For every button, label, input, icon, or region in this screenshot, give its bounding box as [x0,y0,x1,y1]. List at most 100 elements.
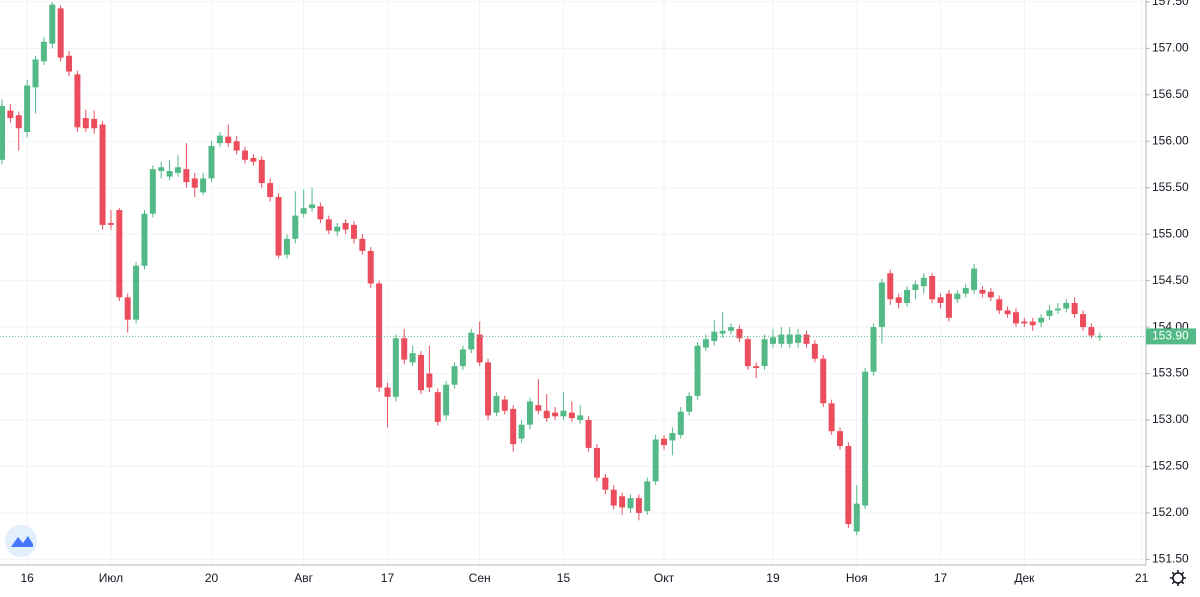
candles [0,1,1146,536]
candle-body [124,297,131,320]
candle-body [250,157,257,162]
candle-body [149,169,156,214]
candle-body [719,330,726,334]
candle-body [627,498,634,509]
candle-body [183,169,190,183]
candle-body [401,338,408,360]
candle-body [325,219,332,231]
candle-body [57,8,64,58]
candle-body [91,118,98,129]
candle-body [954,293,961,300]
candle-body [350,224,357,239]
candle-body [543,410,550,419]
candle-body [418,354,424,391]
candle-body [1054,308,1061,311]
candle-body [845,446,852,525]
candle-body [870,327,877,372]
candle-body [493,395,500,413]
candle-body [32,59,39,88]
candle-body [904,289,911,303]
y-tick-label: 154.50 [1152,273,1189,287]
logo-shape [11,536,33,547]
candle-body [300,208,307,214]
candle-body [778,334,785,344]
candle-body [795,334,802,343]
candle-body [1021,321,1028,324]
candle-body [1046,310,1053,316]
candle-body [15,115,22,129]
candle-body [585,420,592,448]
candle-body [141,213,148,266]
candle-body [434,392,441,422]
candle-body [895,297,902,303]
candle-body [786,334,793,344]
candle-body [962,288,969,294]
candle-body [82,118,89,129]
candle-body [644,481,651,512]
candle-body [158,167,165,171]
candle-body [853,503,860,532]
x-tick-label: 20 [205,571,219,585]
x-tick-label: 21 [1135,571,1149,585]
y-tick-label: 153.50 [1152,366,1189,380]
last-price-box [1146,328,1196,345]
candle-body [828,403,835,432]
candle-body [920,277,927,287]
candle-body [912,284,919,290]
candle-body [225,136,232,144]
settings-button[interactable] [1170,570,1186,586]
y-tick-label: 157.50 [1152,0,1189,8]
x-tick-label: 19 [766,571,780,585]
y-tick-label: 155.50 [1152,180,1189,194]
candle-body [309,204,316,209]
candle-body [392,338,399,397]
x-tick-label: Июл [99,571,123,585]
y-tick-label: 155.00 [1152,226,1189,240]
candle-body [1029,321,1036,326]
x-tick-label: Дек [1014,571,1035,585]
candle-body [987,291,994,298]
candle-body [736,328,743,339]
candle-body [568,412,575,419]
labels: 151.50152.00152.50153.00153.50154.00154.… [20,0,1196,585]
candle-body [702,339,709,348]
candle-body [744,339,751,367]
y-tick-label: 156.50 [1152,87,1189,101]
candle-body [191,178,198,188]
logo[interactable] [5,525,37,557]
candle-body [317,206,324,220]
candle-body [577,415,584,421]
candle-body [476,334,483,363]
x-tick-label: Авг [294,571,313,585]
gear-teeth [1170,570,1186,586]
candle-body [99,124,106,225]
grid [0,0,1146,565]
last-price-label: 153.90 [1152,329,1189,343]
candle-body [233,141,240,151]
candle-body [1096,336,1103,338]
candle-body [803,334,810,344]
candle-body [635,498,642,513]
x-tick-label: Сен [469,571,491,585]
candle-body [619,496,626,508]
candle-body [107,223,114,225]
candle-body [1071,302,1078,315]
candle-body [459,349,466,367]
candle-body [200,178,207,193]
candle-body [761,339,768,367]
x-tick-label: 17 [934,571,948,585]
candle-body [133,265,140,320]
candle-body [837,431,843,447]
candle-body [292,215,299,239]
candle-body [275,197,282,256]
candle-body [878,282,885,328]
candle-body [342,223,349,230]
candle-body [769,337,776,344]
candle-body [74,74,81,128]
candle-body [208,145,215,179]
candle-body [1080,314,1087,328]
candle-body [1063,302,1070,309]
candle-body [1088,327,1095,336]
